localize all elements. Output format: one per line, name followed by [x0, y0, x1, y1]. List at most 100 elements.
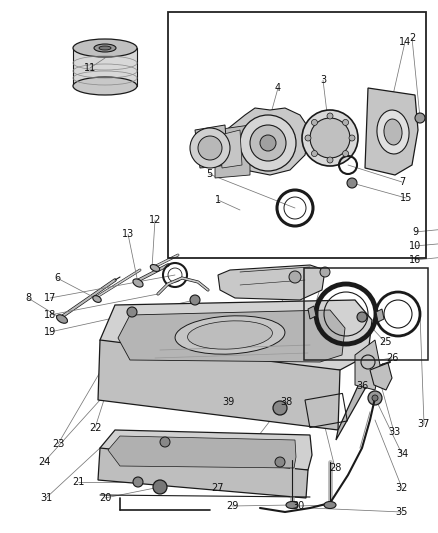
Circle shape [320, 267, 330, 277]
Bar [304, 268, 428, 360]
Circle shape [160, 437, 170, 447]
Text: 23: 23 [52, 439, 64, 449]
Text: 29: 29 [226, 501, 238, 511]
Text: 15: 15 [400, 193, 412, 203]
Ellipse shape [324, 502, 336, 508]
Circle shape [240, 115, 296, 171]
Text: 24: 24 [38, 457, 50, 467]
Text: 2: 2 [409, 33, 415, 43]
Circle shape [368, 391, 382, 405]
Circle shape [310, 118, 350, 158]
Circle shape [327, 113, 333, 119]
Circle shape [305, 135, 311, 141]
Text: 1: 1 [215, 195, 221, 205]
Text: 39: 39 [222, 397, 234, 407]
Text: 11: 11 [84, 63, 96, 73]
Polygon shape [195, 125, 228, 168]
Text: 26: 26 [386, 353, 398, 363]
Ellipse shape [73, 77, 137, 95]
Text: 16: 16 [409, 255, 421, 265]
Circle shape [127, 307, 137, 317]
Text: 14: 14 [399, 37, 411, 47]
Polygon shape [100, 300, 372, 370]
Text: 36: 36 [356, 381, 368, 391]
Ellipse shape [94, 44, 116, 52]
Bar [168, 12, 426, 258]
Text: 33: 33 [388, 427, 400, 437]
Polygon shape [365, 88, 418, 175]
Ellipse shape [384, 119, 402, 145]
Ellipse shape [150, 264, 160, 271]
Circle shape [273, 401, 287, 415]
Text: 22: 22 [89, 423, 101, 433]
Polygon shape [118, 310, 345, 362]
Circle shape [343, 150, 349, 157]
Polygon shape [215, 108, 310, 175]
Circle shape [347, 178, 357, 188]
Text: 31: 31 [40, 493, 52, 503]
Text: 3: 3 [320, 75, 326, 85]
Text: 27: 27 [212, 483, 224, 493]
Text: 8: 8 [25, 293, 31, 303]
Text: 30: 30 [292, 501, 304, 511]
Polygon shape [73, 48, 137, 86]
Polygon shape [218, 265, 325, 300]
Text: 6: 6 [54, 273, 60, 283]
Ellipse shape [73, 39, 137, 57]
Text: 35: 35 [396, 507, 408, 517]
Ellipse shape [187, 321, 272, 349]
Ellipse shape [175, 316, 285, 354]
Text: 25: 25 [379, 337, 391, 347]
Polygon shape [98, 448, 308, 498]
Circle shape [133, 477, 143, 487]
Ellipse shape [133, 279, 143, 287]
Circle shape [372, 395, 378, 401]
Circle shape [311, 119, 318, 125]
Polygon shape [308, 306, 316, 319]
Polygon shape [370, 363, 392, 390]
Ellipse shape [93, 296, 101, 302]
Circle shape [327, 157, 333, 163]
Polygon shape [108, 436, 296, 468]
Text: 4: 4 [275, 83, 281, 93]
Circle shape [302, 110, 358, 166]
Text: 32: 32 [396, 483, 408, 493]
Circle shape [198, 136, 222, 160]
Circle shape [349, 135, 355, 141]
Text: 7: 7 [399, 177, 405, 187]
Text: 13: 13 [122, 229, 134, 239]
Polygon shape [336, 355, 372, 440]
Text: 12: 12 [149, 215, 161, 225]
Circle shape [289, 271, 301, 283]
Polygon shape [215, 125, 250, 178]
Text: 19: 19 [44, 327, 56, 337]
Text: 5: 5 [206, 169, 212, 179]
Text: 9: 9 [412, 227, 418, 237]
Bar [305, 393, 347, 427]
Circle shape [415, 113, 425, 123]
Polygon shape [98, 340, 340, 430]
Circle shape [275, 457, 285, 467]
Text: 17: 17 [44, 293, 56, 303]
Circle shape [357, 312, 367, 322]
Circle shape [343, 119, 349, 125]
Circle shape [190, 128, 230, 168]
Text: 20: 20 [99, 493, 111, 503]
Polygon shape [100, 430, 312, 470]
Circle shape [250, 125, 286, 161]
Text: 28: 28 [329, 463, 341, 473]
Text: 38: 38 [280, 397, 292, 407]
Polygon shape [220, 130, 242, 168]
Circle shape [153, 480, 167, 494]
Polygon shape [355, 340, 380, 390]
Text: 10: 10 [409, 241, 421, 251]
Text: 34: 34 [396, 449, 408, 459]
Text: 18: 18 [44, 310, 56, 320]
Text: 21: 21 [72, 477, 84, 487]
Circle shape [190, 295, 200, 305]
Ellipse shape [57, 314, 67, 324]
Text: 37: 37 [418, 419, 430, 429]
Circle shape [260, 135, 276, 151]
Ellipse shape [377, 110, 409, 154]
Ellipse shape [286, 502, 298, 508]
